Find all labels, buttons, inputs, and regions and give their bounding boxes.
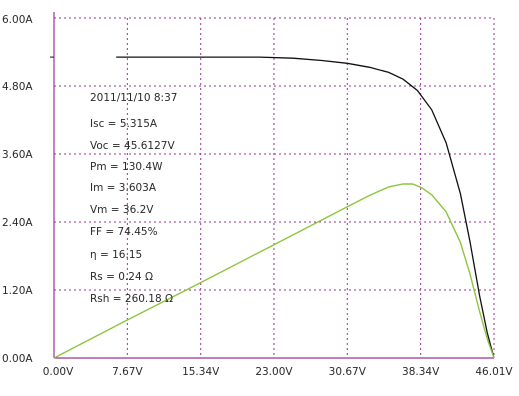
x-tick-label-1: 7.67V [112, 366, 143, 378]
param-isc: Isc = 5.315A [90, 118, 158, 130]
y-tick-label-5: 6.00A [2, 14, 33, 26]
y-tick-label-0: 0.00A [2, 353, 33, 365]
param-vm: Vm = 36.2V [90, 204, 154, 216]
x-tick-label-6: 46.01V [475, 366, 513, 378]
x-tick-label-3: 23.00V [255, 366, 293, 378]
param-timestamp: 2011/11/10 8:37 [90, 92, 177, 104]
y-tick-label-2: 2.40A [2, 217, 33, 229]
y-tick-label-3: 3.60A [2, 149, 33, 161]
measurement-parameters: 2011/11/10 8:37 Isc = 5.315A Voc = 45.61… [90, 92, 177, 305]
x-tick-label-5: 38.34V [402, 366, 440, 378]
x-tick-label-2: 15.34V [182, 366, 220, 378]
param-pm: Pm = 130.4W [90, 161, 163, 173]
x-tick-label-4: 30.67V [329, 366, 367, 378]
param-voc: Voc = 45.6127V [90, 140, 175, 152]
x-tick-label-0: 0.00V [43, 366, 74, 378]
series-layer [53, 56, 495, 359]
param-im: Im = 3.603A [90, 182, 157, 194]
y-tick-label-4: 4.80A [2, 81, 33, 93]
param-rsh: Rsh = 260.18 Ω [90, 293, 173, 305]
param-ff: FF = 74.45% [90, 226, 158, 238]
tick-labels: 0.00V 7.67V 15.34V 23.00V 30.67V 38.34V 46.01V… [2, 14, 513, 378]
param-eta: η = 16.15 [90, 249, 142, 261]
series-current-line [116, 56, 495, 359]
series-power-line [53, 183, 495, 359]
axes [50, 12, 494, 359]
y-tick-label-1: 1.20A [2, 285, 33, 297]
param-rs: Rs = 0.24 Ω [90, 271, 153, 283]
